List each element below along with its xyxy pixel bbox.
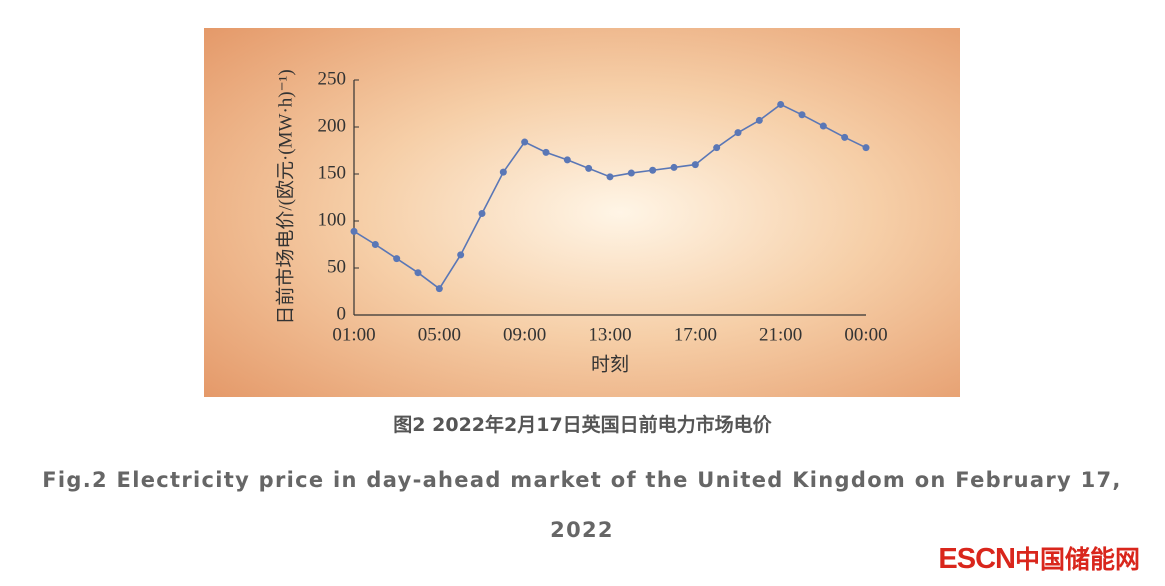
y-tick-label: 0 <box>337 303 347 324</box>
logo: ESCN中国储能网 <box>938 540 1140 576</box>
y-axis-label: 日前市场电价/(欧元·(MW·h)⁻¹) <box>274 69 296 324</box>
point <box>670 163 678 171</box>
x-tick-label: 13:00 <box>588 324 631 345</box>
y-tick-label: 100 <box>318 209 347 230</box>
x-axis-label: 时刻 <box>591 353 629 375</box>
x-tick-label: 05:00 <box>418 324 461 345</box>
point <box>862 144 870 152</box>
point <box>691 161 699 169</box>
point <box>777 100 785 108</box>
point <box>350 227 358 235</box>
point <box>499 168 507 176</box>
chart-background <box>204 28 960 397</box>
chart: 时刻 日前市场电价/(欧元·(MW·h)⁻¹) 0 50 100 150 200 250 0… <box>204 28 960 397</box>
point <box>755 116 763 124</box>
y-tick-label: 150 <box>318 162 347 183</box>
x-tick-label: 01:00 <box>332 324 375 345</box>
point <box>457 251 465 259</box>
point <box>478 209 486 217</box>
logo-brand: ESCN <box>938 543 1016 575</box>
point <box>585 164 593 172</box>
y-tick-label: 50 <box>327 256 346 277</box>
y-tick-label: 250 <box>318 68 347 89</box>
x-tick-label: 17:00 <box>674 324 717 345</box>
point <box>798 111 806 119</box>
point <box>563 156 571 164</box>
point <box>819 122 827 130</box>
caption-zh: 图2 2022年2月17日英国日前电力市场电价 <box>393 414 772 436</box>
x-tick-label: 00:00 <box>844 324 887 345</box>
point <box>393 255 401 263</box>
point <box>414 269 422 277</box>
x-tick-label: 09:00 <box>503 324 546 345</box>
point <box>713 144 721 152</box>
point <box>435 285 443 293</box>
logo-name: 中国储能网 <box>1014 545 1140 574</box>
point <box>734 129 742 137</box>
caption-en: Fig.2 Electricity price in day-ahead mar… <box>42 468 1122 542</box>
point <box>371 241 379 248</box>
point <box>542 148 550 156</box>
point <box>649 166 657 174</box>
point <box>841 133 849 141</box>
point <box>606 173 614 181</box>
x-tick-label: 21:00 <box>759 324 802 345</box>
y-tick-label: 200 <box>318 115 347 136</box>
point <box>627 169 635 177</box>
point <box>521 138 529 146</box>
